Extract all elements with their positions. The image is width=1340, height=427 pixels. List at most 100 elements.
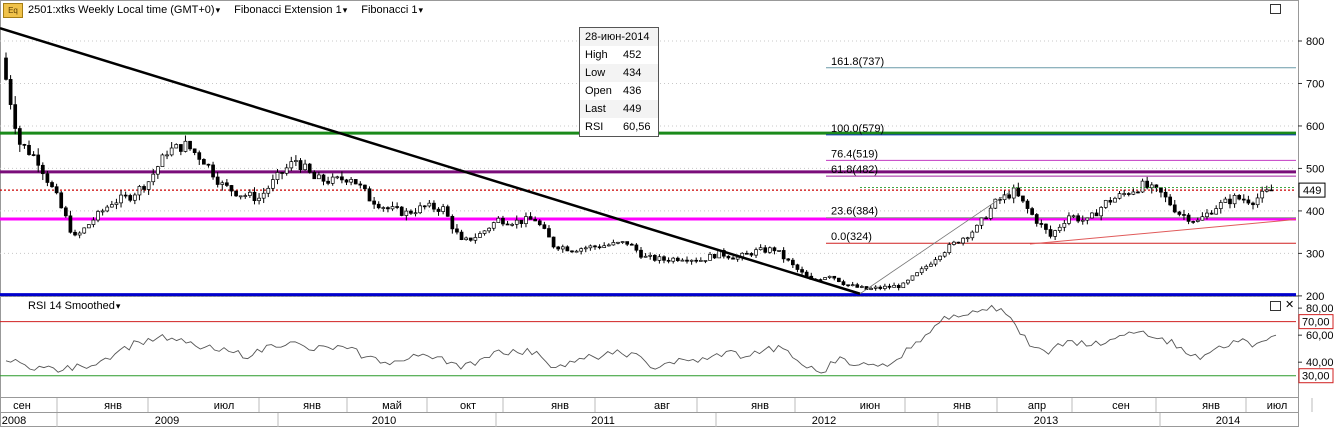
candle-body — [588, 245, 593, 249]
candle-body — [887, 285, 892, 288]
candle-body — [1062, 223, 1067, 228]
symbol-icon[interactable]: Eq — [3, 3, 23, 18]
month-tick-label: июл — [214, 400, 235, 412]
month-tick-label: янв — [1202, 400, 1220, 412]
candle-body — [376, 203, 381, 209]
candle-body — [248, 191, 252, 196]
candle-body — [800, 269, 804, 273]
month-tick-label: сен — [13, 400, 31, 412]
candle-body — [275, 172, 280, 180]
year-tick-label: 2010 — [372, 415, 396, 427]
candle-body — [215, 176, 220, 185]
price-tick-label: 700 — [1306, 78, 1324, 90]
candle-body — [1149, 184, 1154, 189]
candle-body — [786, 258, 791, 261]
candle-body — [234, 190, 238, 197]
candle-body — [689, 259, 694, 262]
candle-body — [59, 192, 64, 209]
tooltip-row: Open 436 — [585, 85, 642, 97]
candle-body — [551, 236, 556, 248]
year-tick-label: 2008 — [2, 415, 26, 427]
candle-body — [202, 159, 206, 165]
candle-body — [850, 284, 855, 287]
candle-body — [547, 228, 551, 238]
candle-body — [625, 241, 630, 245]
candle-body — [459, 231, 464, 240]
candle-body — [1002, 194, 1007, 201]
maximize-price-panel-icon[interactable] — [1270, 4, 1281, 14]
candle-body — [1094, 212, 1099, 217]
candle-body — [491, 222, 496, 229]
candle-body — [340, 176, 344, 181]
candle-body — [703, 260, 708, 262]
candle-body — [1131, 191, 1136, 195]
candle-body — [537, 220, 542, 226]
month-tick-label: авг — [654, 400, 670, 412]
candle-body — [174, 144, 179, 149]
year-tick-label: 2009 — [155, 415, 179, 427]
candle-body — [993, 198, 998, 209]
candle-body — [1030, 208, 1034, 215]
candle-body — [1039, 223, 1044, 225]
candle-body — [192, 148, 197, 153]
candle-body — [988, 207, 993, 219]
candle-body — [455, 228, 459, 233]
candle-body — [1140, 180, 1145, 193]
candle-body — [873, 286, 878, 289]
candle-body — [399, 206, 404, 216]
candle-body — [501, 217, 505, 225]
candle-body — [27, 144, 31, 155]
candle-body — [698, 260, 703, 262]
candle-body — [942, 252, 947, 257]
candle-body — [211, 164, 215, 178]
candle-body — [560, 246, 565, 250]
rsi-panel-title[interactable]: RSI 14 Smoothed — [28, 300, 120, 312]
candle-body — [795, 264, 800, 270]
month-tick-label: янв — [751, 400, 769, 412]
candle-body — [772, 247, 777, 252]
candle-body — [869, 287, 873, 290]
study-fib-extension-dropdown[interactable]: Fibonacci Extension 1 — [234, 4, 347, 16]
candle-body — [109, 204, 114, 208]
candle-body — [938, 255, 942, 261]
candle-body — [680, 259, 685, 262]
candle-body — [1232, 195, 1237, 205]
candle-body — [22, 144, 27, 146]
candle-body — [132, 194, 137, 201]
maximize-rsi-panel-icon[interactable] — [1270, 301, 1281, 311]
candle-body — [1168, 196, 1173, 206]
candle-body — [363, 184, 367, 190]
candle-body — [1011, 187, 1016, 199]
candle-body — [602, 245, 607, 248]
candle-body — [445, 206, 450, 217]
candle-body — [464, 237, 468, 240]
candle-body — [142, 186, 146, 190]
candle-body — [565, 246, 570, 252]
candle-body — [17, 128, 22, 145]
candle-body — [1209, 212, 1214, 215]
candle-body — [418, 205, 422, 214]
candle-body — [1113, 197, 1117, 203]
candle-body — [1090, 212, 1094, 219]
candle-body — [1108, 200, 1113, 203]
candle-body — [96, 211, 100, 221]
study-fibonacci-dropdown[interactable]: Fibonacci 1 — [361, 4, 423, 16]
symbol-dropdown[interactable]: 2501:xtks Weekly Local time (GMT+0) — [28, 4, 220, 16]
candle-body — [648, 254, 653, 257]
candle-body — [1255, 197, 1260, 206]
candle-body — [744, 252, 749, 255]
data-tooltip: 28-июн-2014 High 452 Low 434 Open 436 Last 4… — [579, 27, 659, 137]
rsi-tick-label: 60,00 — [1306, 330, 1334, 342]
candle-body — [643, 255, 648, 258]
close-rsi-panel-icon[interactable]: ✕ — [1285, 299, 1295, 311]
trend-lines — [0, 27, 1297, 295]
candle-body — [984, 217, 988, 220]
candle-body — [1182, 214, 1186, 216]
candle-body — [40, 164, 45, 175]
candle-body — [1021, 195, 1025, 202]
rsi-series — [0, 304, 1296, 377]
candle-body — [1034, 214, 1039, 224]
candle-body — [165, 154, 169, 157]
candle-body — [179, 144, 183, 152]
